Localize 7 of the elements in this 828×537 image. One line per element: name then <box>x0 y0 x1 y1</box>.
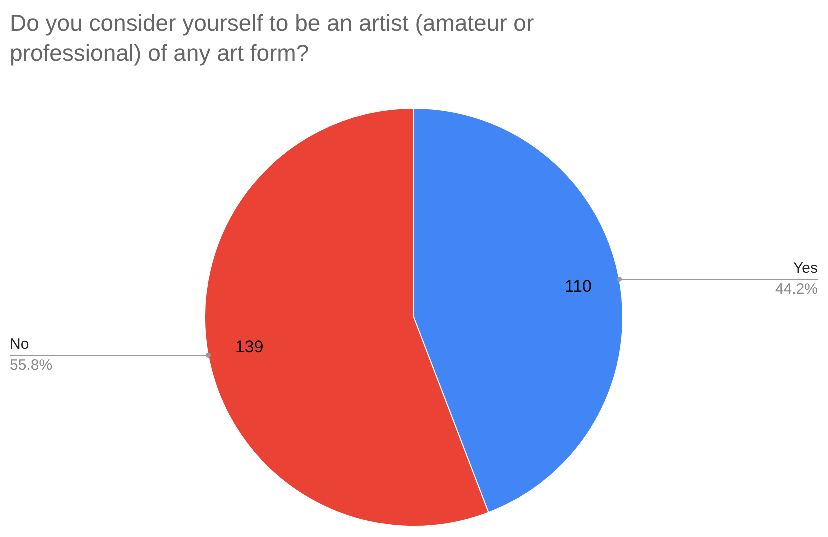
text: 55.8% <box>10 357 53 374</box>
slice-label: Yes <box>794 260 818 278</box>
data-label: 110 <box>564 276 592 296</box>
data-label: 139 <box>235 338 264 357</box>
chart-title: Do you consider yourself to be an artist (amateur or professional) of any art form? <box>10 9 536 68</box>
slice-label: No <box>10 336 30 354</box>
text: 44.2% <box>775 281 818 298</box>
